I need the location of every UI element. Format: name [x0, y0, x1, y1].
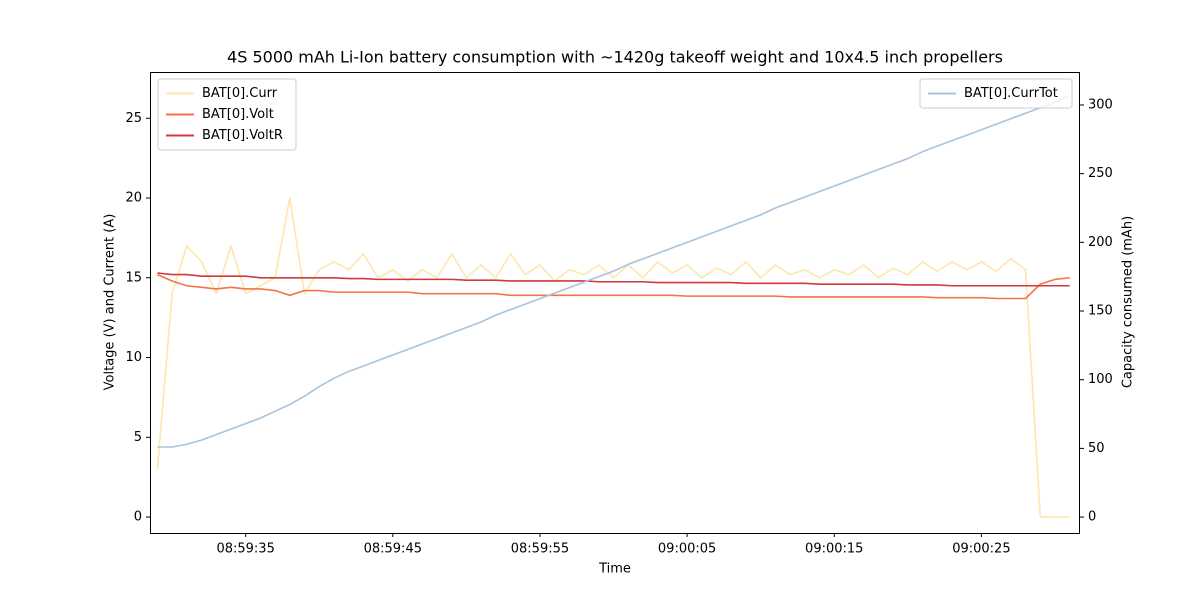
x-axis-label: Time: [598, 562, 631, 577]
y2-tick-label: 50: [1088, 441, 1105, 456]
x-tick-label: 09:00:05: [658, 542, 716, 557]
series-line: [157, 94, 1071, 448]
y-tick-label: 25: [125, 111, 142, 126]
y-tick-label: 5: [134, 430, 142, 445]
x-tick-label: 09:00:25: [952, 542, 1010, 557]
y-tick-label: 20: [125, 191, 142, 206]
y2-tick-label: 250: [1088, 166, 1113, 181]
series-line: [157, 272, 1070, 287]
y-tick-label: 10: [125, 350, 142, 365]
y2-tick-label: 0: [1088, 510, 1096, 525]
legend: BAT[0].CurrTot: [919, 78, 1073, 109]
chart-title: 4S 5000 mAh Li-Ion battery consumption w…: [227, 48, 1003, 67]
y2-tick-label: 150: [1088, 304, 1113, 319]
y2-tick-label: 300: [1088, 97, 1113, 112]
x-tick-label: 08:59:55: [511, 542, 569, 557]
legend-label: BAT[0].Volt: [202, 107, 274, 122]
series-line: [157, 273, 1070, 300]
y-axis-label: Voltage (V) and Current (A): [103, 214, 118, 391]
plot-area: [156, 94, 1071, 518]
legend-label: BAT[0].CurrTot: [964, 86, 1058, 101]
legend: BAT[0].Curr BAT[0].Volt BAT[0].VoltR: [157, 78, 297, 151]
series-line: [156, 197, 1070, 518]
y2-axis-label: Capacity consumed (mAh): [1121, 216, 1136, 388]
axes-frame: [150, 72, 1080, 534]
x-tick-label: 08:59:45: [364, 542, 422, 557]
x-tick-label: 09:00:15: [805, 542, 863, 557]
legend-box: [157, 78, 297, 151]
legend-label: BAT[0].VoltR: [202, 128, 283, 143]
x-tick-label: 08:59:35: [216, 542, 274, 557]
y-tick-label: 0: [134, 510, 142, 525]
legend-box: [919, 78, 1073, 109]
y2-tick-label: 200: [1088, 235, 1113, 250]
y-tick-label: 15: [125, 270, 142, 285]
legend-label: BAT[0].Curr: [202, 86, 278, 101]
y2-tick-label: 100: [1088, 372, 1113, 387]
